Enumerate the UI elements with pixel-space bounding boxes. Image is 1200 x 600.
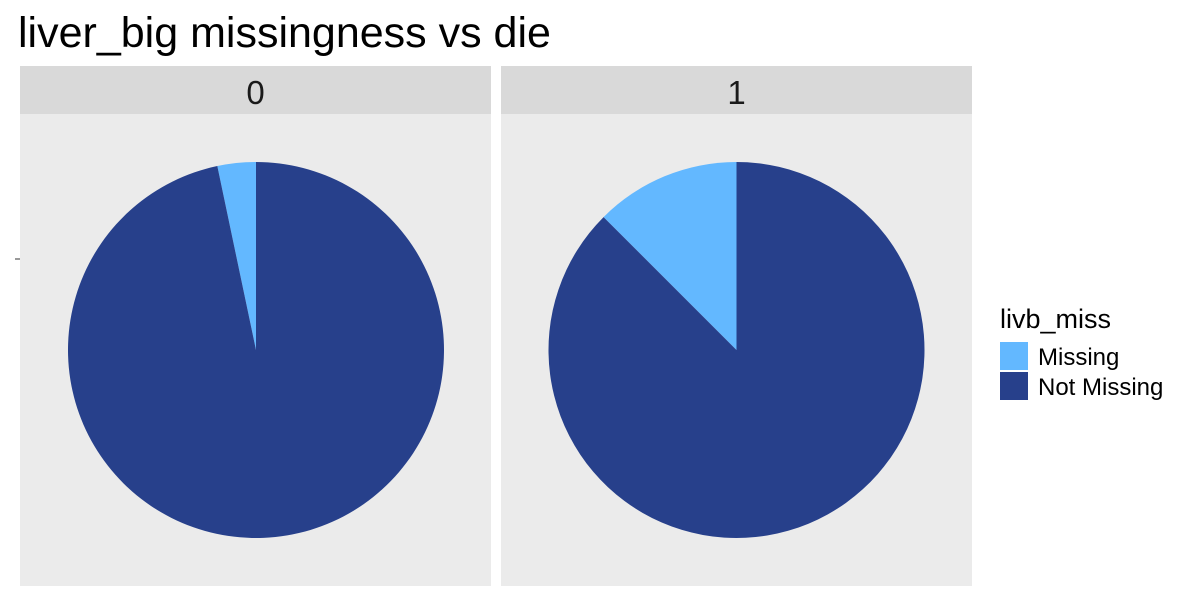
facet-strip-0 — [20, 66, 491, 114]
legend-key-not-missing — [1000, 372, 1028, 400]
legend-key-missing — [1000, 342, 1028, 370]
facet-label-0: 0 — [246, 74, 264, 111]
pie-slice-not-missing-1 — [548, 162, 925, 538]
legend-label-missing: Missing — [1038, 344, 1119, 371]
pie-slice-missing-1 — [603, 162, 737, 350]
facet-panel-1: 1 — [501, 66, 972, 586]
chart-title: liver_big missingness vs die — [18, 9, 551, 57]
facet-panel-0: 0 — [20, 66, 491, 586]
pie-slice-missing-0 — [217, 162, 256, 350]
legend-title: livb_miss — [1000, 304, 1111, 334]
facet-label-1: 1 — [727, 74, 745, 111]
pie-0 — [68, 161, 445, 539]
facet-strip-1 — [501, 66, 972, 114]
pie-slice-not-missing-0 — [68, 161, 445, 539]
pie-1 — [548, 162, 925, 538]
legend-label-not-missing: Not Missing — [1038, 374, 1163, 401]
legend: livb_miss Missing Not Missing — [1000, 304, 1163, 401]
